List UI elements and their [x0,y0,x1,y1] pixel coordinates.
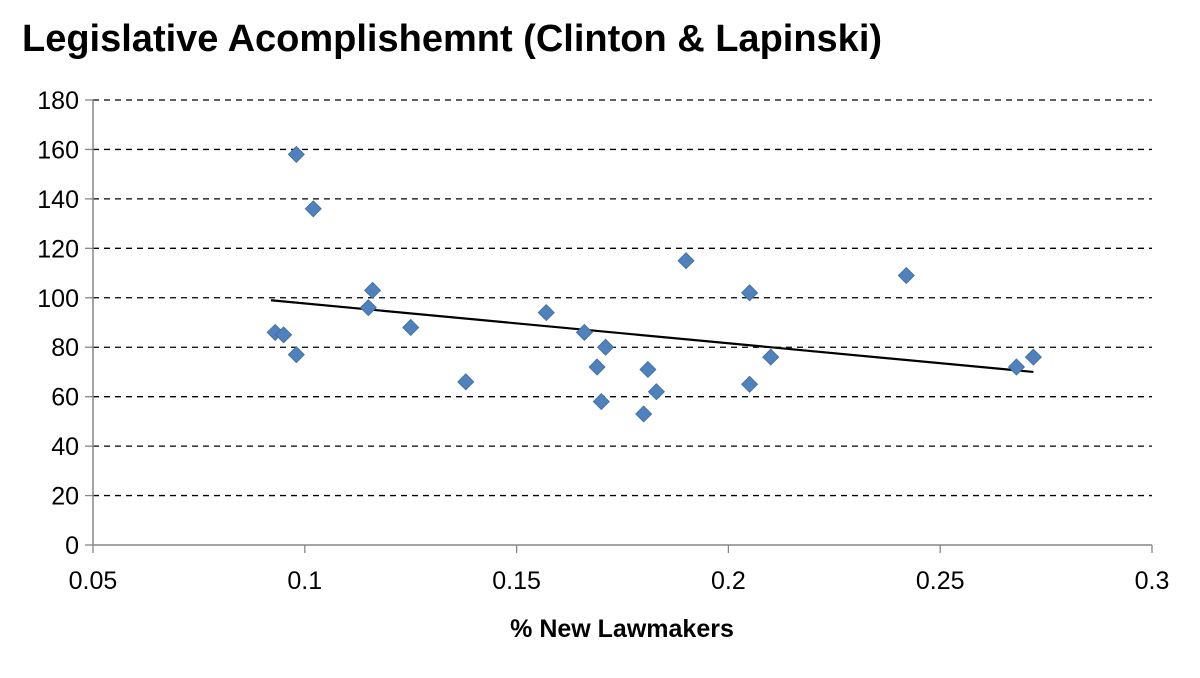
x-tick-label: 0.1 [287,567,322,595]
data-point [741,375,759,393]
data-point [596,338,615,356]
y-tick-label: 60 [51,384,79,412]
data-point [364,281,382,299]
data-point [588,358,606,376]
x-tick-label: 0.2 [711,567,746,595]
data-point [575,323,593,341]
data-point [304,200,322,218]
gridlines [93,99,1152,497]
axes [85,99,1153,553]
data-point [741,284,759,302]
chart-title: Legislative Acomplishemnt (Clinton & Lap… [22,18,883,60]
y-tick-label: 180 [37,87,79,115]
data-point [275,326,293,344]
tick-labels: 0 20 40 60 80 100 120 140 160 180 0.05 0.1 0.15 0.2 0.… [37,87,1169,595]
x-tick-label: 0.15 [492,567,541,595]
y-tick-label: 140 [37,186,79,214]
data-point [287,145,305,163]
data-point [359,299,377,317]
y-tick-label: 0 [65,532,79,560]
data-point [592,393,610,411]
data-point [762,348,780,366]
data-point [677,252,695,270]
data-point [287,346,305,364]
data-point [402,318,420,337]
trendline-layer [270,299,1034,374]
x-tick-label: 0.3 [1135,567,1170,595]
data-point [537,304,555,322]
x-tick-label: 0.05 [69,567,118,595]
trendline [270,299,1034,374]
y-tick-label: 160 [37,136,79,164]
data-point [1007,358,1026,376]
data-point [897,266,915,285]
data-points [266,145,1042,423]
y-tick-label: 40 [51,433,79,461]
y-tick-label: 100 [37,285,79,313]
data-point [635,405,653,423]
x-axis-label: % New Lawmakers [510,615,734,643]
data-point [647,383,665,401]
data-point [639,360,657,379]
y-tick-label: 20 [51,483,79,511]
y-tick-label: 80 [51,334,79,362]
x-tick-label: 0.25 [916,567,965,595]
data-point [457,373,475,391]
y-tick-label: 120 [37,235,79,263]
data-point [1024,348,1042,366]
